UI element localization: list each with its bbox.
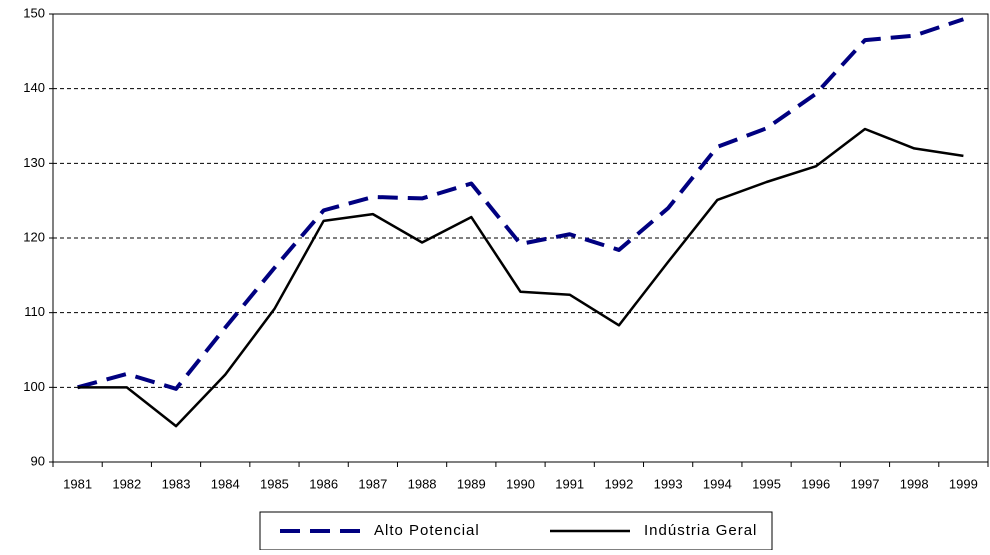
legend-label: Alto Potencial xyxy=(374,522,480,539)
x-tick-label: 1989 xyxy=(457,476,486,491)
x-tick-label: 1981 xyxy=(63,476,92,491)
x-tick-label: 1999 xyxy=(949,476,978,491)
x-tick-label: 1984 xyxy=(211,476,240,491)
x-tick-label: 1986 xyxy=(309,476,338,491)
x-tick-label: 1983 xyxy=(162,476,191,491)
y-tick-label: 100 xyxy=(23,379,45,394)
x-tick-label: 1982 xyxy=(112,476,141,491)
y-tick-label: 140 xyxy=(23,80,45,95)
x-tick-label: 1995 xyxy=(752,476,781,491)
legend-label: Indústria Geral xyxy=(644,522,757,539)
plot-area xyxy=(52,13,989,463)
x-tick-label: 1991 xyxy=(555,476,584,491)
y-tick-label: 110 xyxy=(24,304,45,319)
y-tick-label: 90 xyxy=(31,453,45,468)
x-tick-label: 1985 xyxy=(260,476,289,491)
x-tick-label: 1997 xyxy=(851,476,880,491)
series-line xyxy=(77,127,964,428)
y-tick-label: 150 xyxy=(23,5,45,20)
x-tick-label: 1993 xyxy=(654,476,683,491)
x-tick-label: 1988 xyxy=(408,476,437,491)
x-tick-label: 1998 xyxy=(900,476,929,491)
x-tick-label: 1994 xyxy=(703,476,732,491)
x-tick-label: 1990 xyxy=(506,476,535,491)
y-tick-label: 120 xyxy=(23,229,45,244)
x-tick-label: 1992 xyxy=(604,476,633,491)
series-line xyxy=(77,17,965,391)
x-tick-label: 1996 xyxy=(801,476,830,491)
y-tick-label: 130 xyxy=(23,155,45,170)
x-tick-label: 1987 xyxy=(358,476,387,491)
